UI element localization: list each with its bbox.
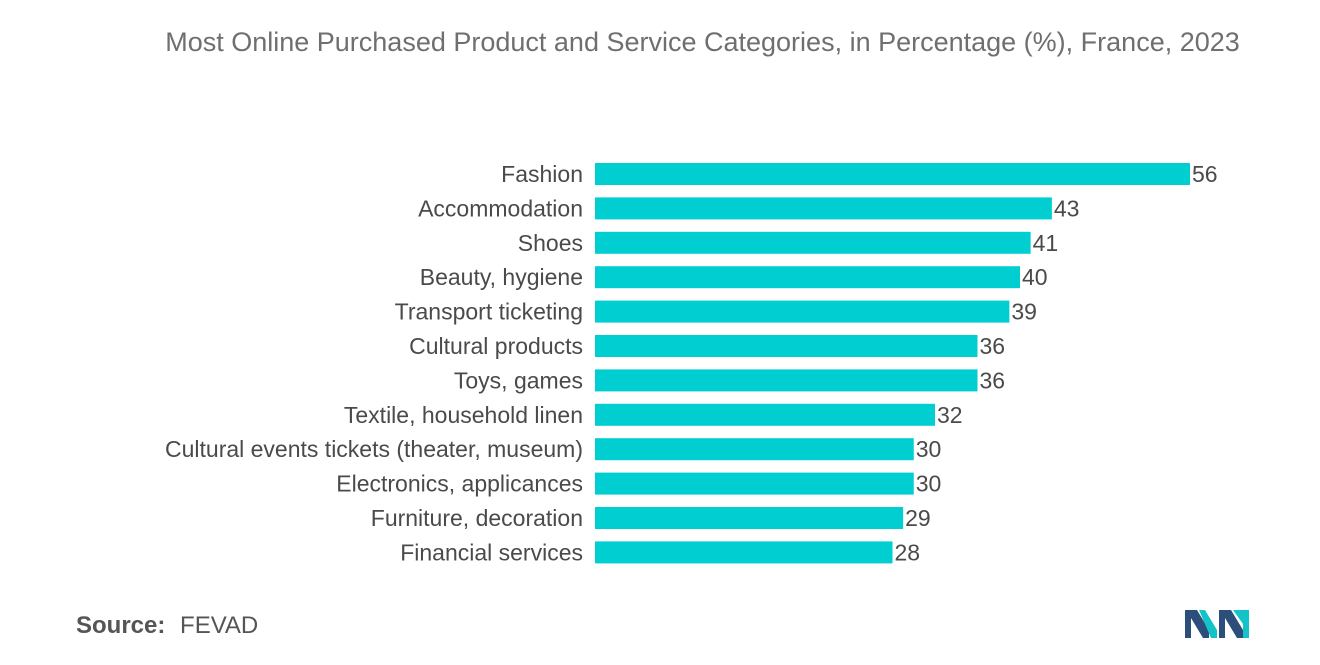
bar xyxy=(595,335,978,357)
bar xyxy=(595,403,935,426)
value-label: 39 xyxy=(1011,299,1037,325)
value-label: 36 xyxy=(980,333,1006,359)
bar xyxy=(595,438,914,461)
category-label: Furniture, decoration xyxy=(371,505,583,531)
bar xyxy=(595,266,1020,289)
category-label: Accommodation xyxy=(418,195,583,221)
bar xyxy=(595,163,1190,185)
mordor-logo-icon xyxy=(1185,610,1249,638)
chart-title: Most Online Purchased Product and Servic… xyxy=(165,27,1240,57)
value-label: 32 xyxy=(937,402,963,428)
category-label: Beauty, hygiene xyxy=(420,264,583,290)
category-label: Textile, household linen xyxy=(344,402,583,428)
category-label: Electronics, applicances xyxy=(336,471,583,497)
bar xyxy=(595,369,978,392)
value-label: 29 xyxy=(905,505,931,531)
category-label: Transport ticketing xyxy=(395,299,583,325)
source-value: FEVAD xyxy=(180,612,259,639)
value-label: 30 xyxy=(916,436,942,462)
category-label: Financial services xyxy=(400,539,583,565)
bar xyxy=(595,300,1010,323)
category-label: Toys, games xyxy=(454,367,583,393)
value-label: 28 xyxy=(895,539,921,565)
value-label: 56 xyxy=(1192,161,1218,187)
value-label: 43 xyxy=(1054,195,1080,221)
bars-group: Fashion 56 Accommodation 43 Shoes 41 Beauty, h… xyxy=(165,161,1218,565)
source-label: Source: xyxy=(76,612,166,639)
bar xyxy=(595,507,904,529)
value-label: 40 xyxy=(1022,264,1048,290)
bar xyxy=(595,197,1052,220)
value-label: 36 xyxy=(980,367,1006,393)
category-label: Cultural products xyxy=(409,333,583,359)
value-label: 30 xyxy=(916,471,942,497)
category-label: Fashion xyxy=(501,161,583,187)
source-line: Source: FEVAD xyxy=(76,612,258,640)
category-label: Cultural events tickets (theater, museum… xyxy=(165,436,583,462)
value-label: 41 xyxy=(1033,230,1059,256)
bar xyxy=(595,472,914,495)
category-label: Shoes xyxy=(518,230,583,256)
bar xyxy=(595,541,893,564)
bar-chart: Fashion 56 Accommodation 43 Shoes 41 Beauty, h… xyxy=(165,161,1218,565)
bar xyxy=(595,231,1031,254)
